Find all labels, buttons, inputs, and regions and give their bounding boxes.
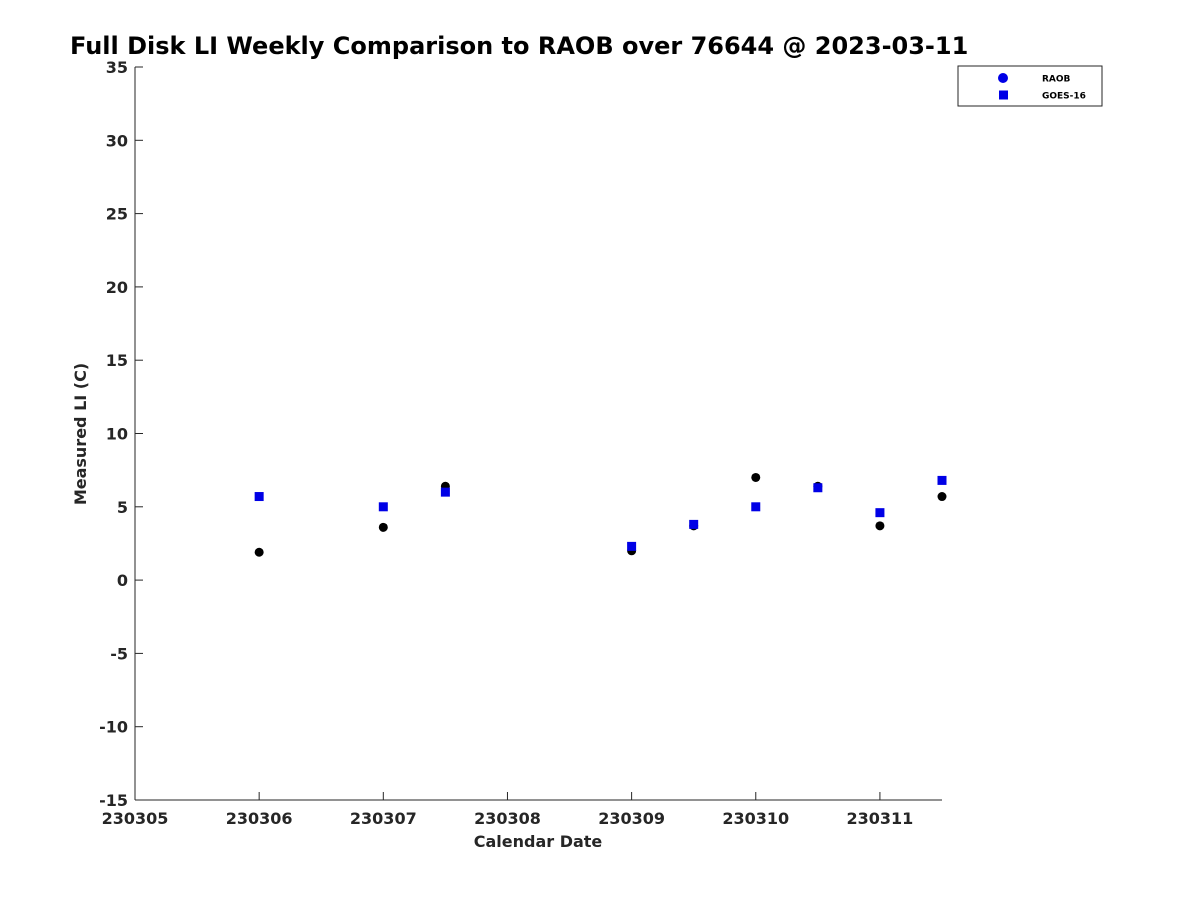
y-tick-label: 30	[106, 131, 128, 150]
goes-16-point	[813, 483, 823, 493]
goes-16-point	[440, 487, 450, 497]
legend-box	[957, 65, 1103, 107]
y-tick-label: 25	[106, 205, 128, 224]
data-points	[254, 472, 947, 557]
y-tick-label: 10	[106, 425, 128, 444]
legend-label-goes-16: GOES-16	[1042, 92, 1086, 102]
y-tick-label: -5	[110, 644, 128, 663]
legend: RAOB GOES-16	[957, 65, 1103, 107]
legend-marker-goes-16	[999, 90, 1008, 100]
goes-16-point	[627, 541, 637, 551]
x-tick-label: 230310	[722, 809, 789, 828]
y-axis-label: Measured LI (C)	[71, 363, 90, 505]
axes: -15 -10 -5 0 5 10 15 20 25 30 35 230305 230306 230307…	[99, 58, 942, 828]
y-tick-label: 0	[117, 571, 128, 590]
x-axis-label: Calendar Date	[474, 832, 603, 851]
x-tick-label: 230308	[474, 809, 541, 828]
goes-16-point	[689, 519, 699, 529]
x-tick-label: 230311	[847, 809, 914, 828]
raob-point	[875, 521, 885, 531]
legend-marker-raob	[998, 73, 1008, 83]
raob-point	[378, 522, 388, 532]
raob-point	[751, 472, 761, 482]
goes-16-point	[937, 475, 947, 485]
y-tick-label: 20	[106, 278, 128, 297]
y-tick-label: -15	[99, 791, 128, 810]
y-tick-label: 15	[106, 351, 128, 370]
y-tick-label: -10	[99, 718, 128, 737]
y-tick-label: 5	[117, 498, 128, 517]
x-tick-label: 230306	[226, 809, 293, 828]
x-tick-label: 230305	[102, 809, 169, 828]
goes-16-point	[254, 492, 264, 502]
x-tick-label: 230307	[350, 809, 417, 828]
x-tick-label: 230309	[598, 809, 665, 828]
raob-point	[254, 547, 264, 557]
goes-16-point	[378, 502, 388, 512]
raob-point	[937, 492, 947, 502]
y-tick-label: 35	[106, 58, 128, 77]
goes-16-point	[875, 508, 885, 518]
chart-title: Full Disk LI Weekly Comparison to RAOB o…	[70, 32, 968, 60]
goes-16-point	[751, 502, 761, 512]
legend-label-raob: RAOB	[1042, 75, 1071, 85]
